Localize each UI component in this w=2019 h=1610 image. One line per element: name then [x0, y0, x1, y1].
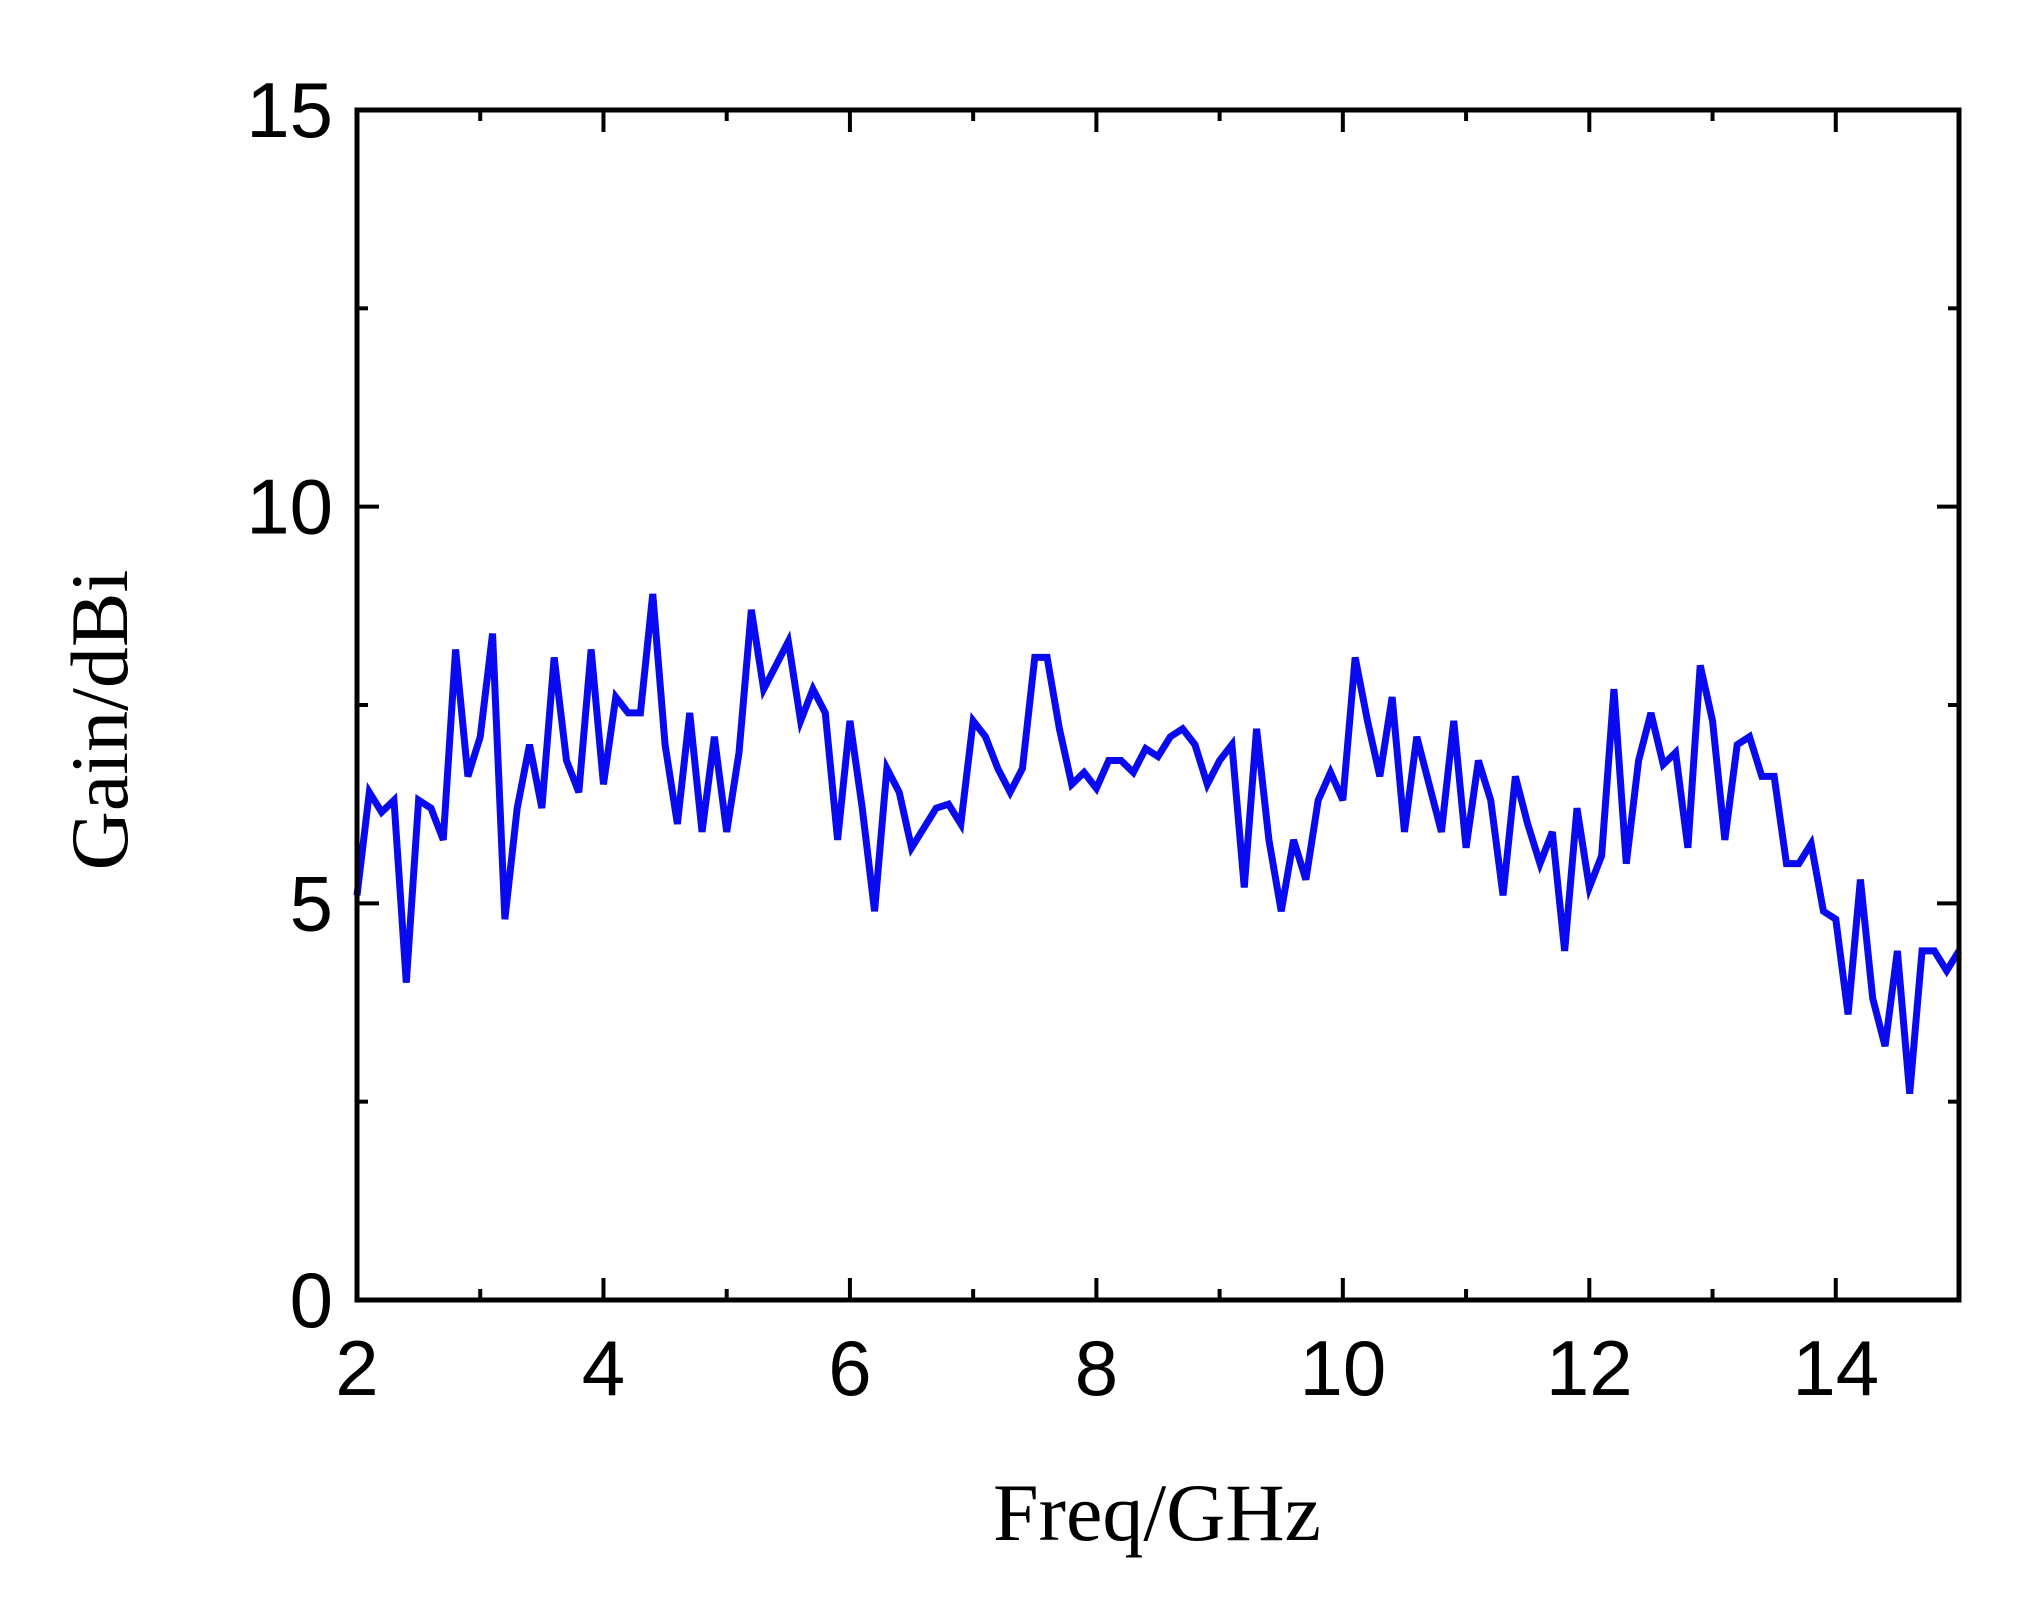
x-tick-label: 8 — [1075, 1324, 1118, 1412]
x-tick-label: 6 — [828, 1324, 871, 1412]
x-tick-label: 2 — [335, 1324, 378, 1412]
y-tick-label: 0 — [290, 1256, 333, 1344]
plot-frame — [354, 107, 1962, 1303]
y-axis-title: Gain/dBi — [54, 570, 145, 871]
x-tick-label: 12 — [1546, 1324, 1633, 1412]
x-tick-label: 10 — [1299, 1324, 1386, 1412]
y-tick-label: 10 — [246, 463, 333, 551]
x-axis-title: Freq/GHz — [993, 1467, 1321, 1558]
y-tick-label: 15 — [246, 66, 333, 154]
data-line — [353, 593, 1962, 1095]
y-tick-label: 5 — [290, 859, 333, 947]
x-tick-label: 14 — [1792, 1324, 1879, 1412]
x-tick-label: 4 — [582, 1324, 625, 1412]
